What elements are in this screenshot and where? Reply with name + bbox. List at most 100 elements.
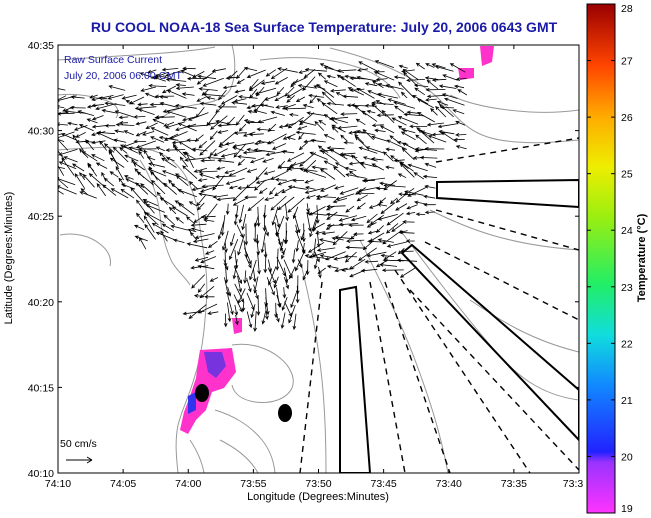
current-vector-arrow <box>115 122 135 127</box>
current-vector-arrow <box>151 76 166 82</box>
current-vector-arrow <box>403 112 424 117</box>
current-vector-arrow <box>356 202 366 210</box>
current-vector-arrow <box>373 71 395 81</box>
current-vector-arrow <box>199 173 215 179</box>
current-vector-arrow <box>197 283 206 293</box>
current-vector-arrow <box>311 222 325 231</box>
current-vector-arrow <box>274 94 286 102</box>
current-vector-arrow <box>63 156 78 163</box>
current-vector-arrow <box>282 287 287 299</box>
current-vector-arrow <box>72 134 85 152</box>
x-tick-label: 73:3 <box>563 478 584 490</box>
current-vector-arrow <box>370 157 384 161</box>
current-vector-arrow <box>288 304 296 324</box>
current-vector-arrow <box>217 104 237 109</box>
current-vector-arrow <box>58 133 65 136</box>
current-vector-arrow <box>191 227 205 232</box>
current-vector-arrow <box>256 139 275 144</box>
current-vector-arrow <box>297 259 303 269</box>
current-vector-arrow <box>261 310 267 325</box>
current-vector-arrow <box>413 200 427 205</box>
current-vector-arrow <box>170 224 188 231</box>
current-vector-arrow <box>356 75 378 82</box>
current-vector-arrow <box>380 253 395 258</box>
current-vector-arrow <box>348 161 365 166</box>
current-vector-arrow <box>274 188 285 197</box>
current-vector-arrow <box>418 129 435 144</box>
current-vector-arrow <box>134 235 148 242</box>
x-tick-label: 74:00 <box>175 478 201 490</box>
current-vector-arrow <box>326 74 336 79</box>
current-vector-arrow <box>278 124 288 129</box>
colorbar-tick-label: 26 <box>621 112 633 124</box>
current-vector-arrow <box>386 139 408 150</box>
current-vector-arrow <box>142 131 155 136</box>
current-vector-arrow <box>367 230 378 235</box>
current-vector-arrow <box>249 157 265 164</box>
current-vector-arrow <box>151 222 169 234</box>
current-vector-arrow <box>58 177 69 189</box>
current-vector-arrow <box>237 158 245 166</box>
current-vector-arrow <box>229 233 235 247</box>
current-vector-arrow <box>323 66 345 73</box>
current-vector-arrow <box>390 197 398 205</box>
current-vector-arrow <box>256 127 275 132</box>
current-vector-arrow <box>309 95 318 104</box>
current-vector-arrow <box>290 292 297 309</box>
current-vector-arrow <box>225 76 237 80</box>
current-vector-arrow <box>302 103 314 109</box>
current-vector-arrow <box>455 120 466 126</box>
current-vector-arrow <box>356 87 375 99</box>
current-vector-arrow <box>217 123 238 128</box>
current-vector-arrow <box>58 177 76 186</box>
current-vector-arrow <box>402 68 419 80</box>
current-vector-arrow <box>186 76 207 81</box>
current-vector-arrow <box>366 222 377 228</box>
current-vector-arrow <box>263 252 268 274</box>
current-vector-arrow <box>246 147 256 152</box>
current-vector-arrow <box>422 174 438 179</box>
colorbar-tick-label: 20 <box>621 451 633 463</box>
current-vector-arrow <box>102 184 117 196</box>
current-vector-arrow <box>321 102 338 115</box>
current-vector-arrow <box>170 183 185 195</box>
current-vector-arrow <box>220 152 238 158</box>
current-vector-arrow <box>264 197 275 201</box>
current-vector-arrow <box>237 275 243 293</box>
current-vector-arrow <box>269 187 276 196</box>
current-vector-arrow <box>350 103 368 108</box>
current-vector-arrow <box>417 98 434 109</box>
current-vector-arrow <box>368 204 379 209</box>
current-vector-arrow <box>426 122 445 127</box>
current-vector-arrow <box>158 135 179 141</box>
current-vector-arrow <box>171 206 188 217</box>
y-tick-label: 40:35 <box>28 40 54 52</box>
current-vector-arrow <box>334 267 348 273</box>
current-vector-arrow <box>398 192 416 197</box>
current-vector-arrow <box>99 140 108 151</box>
current-vector-arrow <box>220 214 226 237</box>
current-vector-arrow <box>166 89 187 99</box>
current-vector-arrow <box>329 88 346 93</box>
current-vector-arrow <box>380 202 396 215</box>
current-vector-arrow <box>414 87 426 96</box>
current-vector-arrow <box>354 105 367 116</box>
current-vector-arrow <box>400 131 416 141</box>
current-vector-arrow <box>245 120 265 125</box>
current-vector-arrow <box>362 156 378 162</box>
x-tick-label: 73:40 <box>436 478 462 490</box>
current-vector-arrow <box>292 313 297 331</box>
current-vector-arrow <box>81 150 98 162</box>
current-vector-arrow <box>246 69 266 79</box>
current-vector-arrow <box>273 276 279 289</box>
current-vector-arrow <box>438 84 457 89</box>
current-vector-arrow <box>135 182 149 195</box>
current-vector-arrow <box>207 240 218 249</box>
x-tick-label: 74:10 <box>45 478 71 490</box>
y-tick-label: 40:25 <box>28 211 54 223</box>
current-vector-arrow <box>397 173 407 179</box>
current-vector-arrow <box>304 169 327 178</box>
current-vector-arrow <box>441 93 458 99</box>
current-vector-arrow <box>120 188 135 199</box>
current-vector-arrow <box>218 131 237 146</box>
